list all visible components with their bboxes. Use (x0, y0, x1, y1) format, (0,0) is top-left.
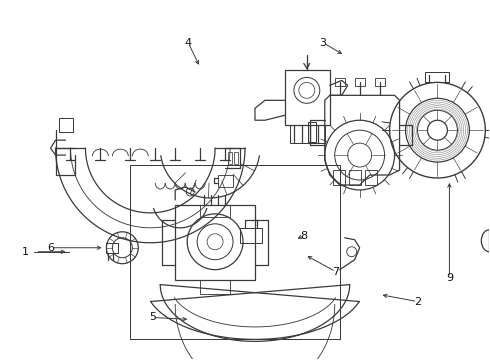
Bar (349, 170, 361, 185)
Bar (58, 118, 74, 132)
Text: 8: 8 (300, 231, 307, 241)
Bar (365, 170, 377, 185)
Text: 4: 4 (185, 37, 192, 48)
Bar (175, 205, 255, 280)
Bar (375, 78, 385, 86)
Bar (333, 170, 345, 185)
Text: 1: 1 (22, 247, 29, 257)
Bar (240, 228, 262, 243)
Bar (425, 72, 449, 82)
Bar (218, 175, 233, 187)
Text: 9: 9 (446, 273, 453, 283)
Text: 5: 5 (149, 312, 156, 323)
Text: 7: 7 (332, 267, 339, 276)
Bar (308, 122, 316, 142)
Bar (290, 125, 325, 143)
Bar (355, 78, 365, 86)
Bar (285, 71, 330, 125)
Text: 2: 2 (414, 297, 421, 306)
Bar (130, 165, 340, 339)
Bar (335, 78, 345, 86)
Text: 3: 3 (319, 37, 326, 48)
Bar (200, 280, 230, 293)
Bar (234, 152, 238, 164)
Text: 6: 6 (47, 243, 54, 253)
Bar (200, 205, 230, 217)
Bar (228, 152, 232, 164)
Bar (106, 243, 119, 253)
